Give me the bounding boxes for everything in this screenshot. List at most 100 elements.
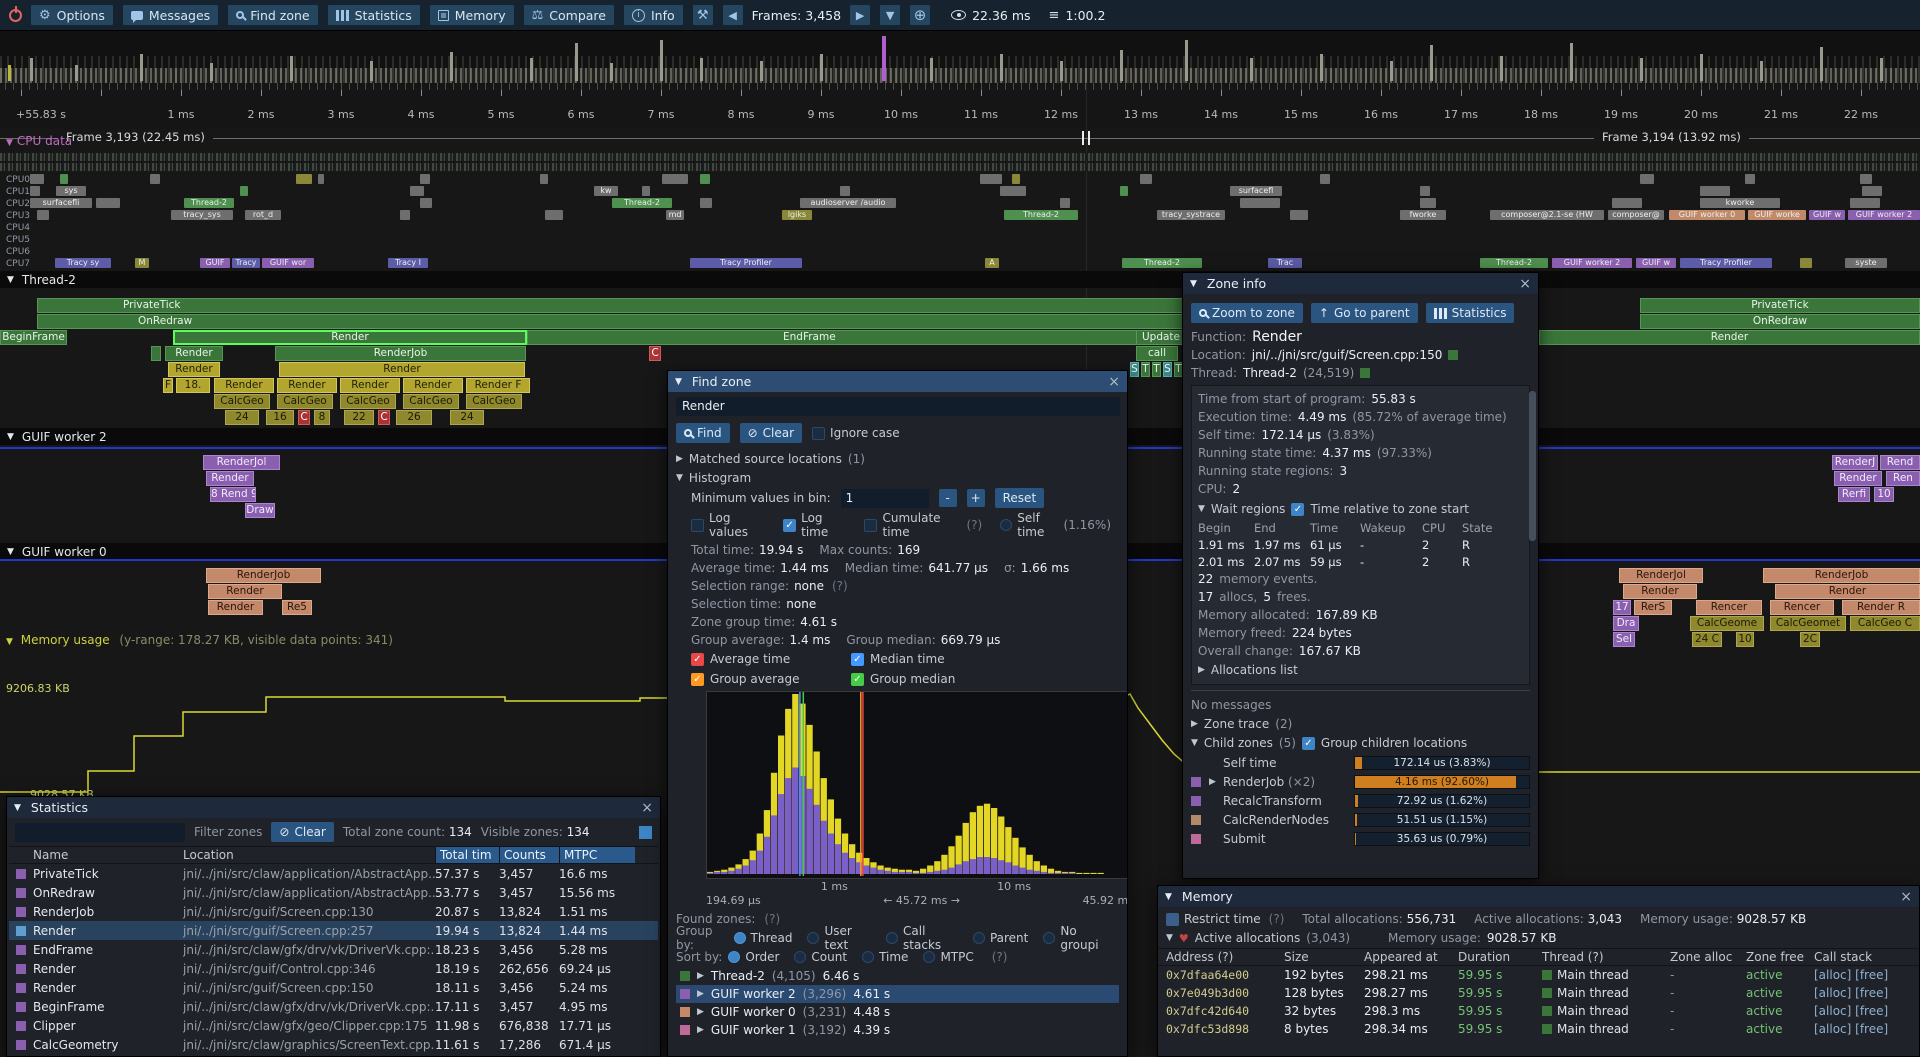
cpu-zone[interactable] bbox=[37, 210, 49, 220]
timeline-zone[interactable]: Render bbox=[206, 471, 254, 486]
cpu-zone[interactable]: Trac bbox=[1268, 258, 1302, 268]
cpu-zone[interactable] bbox=[1060, 198, 1070, 208]
timeline-zone[interactable]: RenderJ bbox=[1832, 455, 1878, 470]
collapse-icon[interactable]: ▼ bbox=[6, 138, 13, 148]
timeline-zone[interactable]: 24 bbox=[450, 410, 484, 425]
cpu-zone[interactable]: audioserver /audio bbox=[800, 198, 896, 208]
active-allocations-header[interactable]: ▼ ♥ Active allocations (3,043) Memory us… bbox=[1166, 931, 1557, 945]
wait-region-row[interactable]: 2.01 ms 2.07 ms 59 μs -2 R bbox=[1198, 554, 1470, 569]
stats-row[interactable]: PrivateTick jni/../jni/src/claw/applicati… bbox=[9, 864, 658, 883]
timeline-zone[interactable]: 8 Rend 9 bbox=[210, 487, 256, 502]
reset-button[interactable]: Reset bbox=[994, 488, 1045, 508]
timeline-zone[interactable]: S bbox=[1130, 362, 1139, 377]
allocation-call-stack[interactable]: [alloc] [free] bbox=[1814, 968, 1889, 982]
tools-button[interactable]: ⚒ bbox=[691, 4, 714, 26]
cpu-zone[interactable]: sys bbox=[56, 186, 86, 196]
child-zone-row[interactable]: ▶ RenderJob (×2) 4.16 ms (92.60%) bbox=[1191, 772, 1530, 791]
expand-icon[interactable]: ▶ bbox=[1198, 665, 1205, 675]
help-marker[interactable]: (?) bbox=[1268, 912, 1285, 926]
timeline-zone[interactable]: Ren bbox=[1886, 471, 1920, 486]
timeline-zone[interactable]: Render bbox=[1539, 330, 1920, 345]
timeline-zone[interactable]: PrivateTick bbox=[1640, 298, 1920, 313]
cpu-zone[interactable] bbox=[1000, 186, 1026, 196]
cpu-zone[interactable] bbox=[1860, 174, 1872, 184]
cpu-zone[interactable]: Thread-2 bbox=[184, 198, 234, 208]
timeline-zone[interactable]: Render bbox=[173, 330, 527, 345]
collapse-icon[interactable]: ▼ bbox=[1166, 933, 1173, 943]
cpu-zone[interactable] bbox=[700, 198, 712, 208]
location-value[interactable]: jni/../jni/src/guif/Screen.cpp:150 bbox=[1251, 348, 1443, 362]
allocation-call-stack[interactable]: [alloc] [free] bbox=[1814, 1004, 1889, 1018]
find-button[interactable]: Find bbox=[676, 423, 730, 443]
cpu-zone[interactable]: tracy_systrace bbox=[1157, 210, 1225, 220]
column-location[interactable]: Location bbox=[183, 848, 234, 862]
collapse-icon[interactable]: ▼ bbox=[7, 274, 14, 285]
timeline-zone[interactable]: 2C bbox=[1800, 632, 1820, 647]
allocation-row[interactable]: 0x7e049b3d00 128 bytes 298.27 ms 59.95 s Mai… bbox=[1158, 984, 1919, 1002]
found-zone-group[interactable]: ▶ GUIF worker 2 (3,296) 4.61 s bbox=[676, 985, 1119, 1003]
checkbox-icon[interactable] bbox=[783, 518, 797, 532]
timeline-zone[interactable]: CalcGeo bbox=[340, 394, 396, 409]
histogram-plot[interactable] bbox=[706, 691, 1127, 879]
timeline-zone[interactable]: 24 bbox=[225, 410, 259, 425]
power-icon[interactable] bbox=[9, 8, 22, 22]
radio-icon[interactable] bbox=[807, 932, 820, 944]
legend-checkbox[interactable] bbox=[851, 652, 864, 666]
timeline-zone[interactable]: Render bbox=[340, 378, 400, 393]
frame-bar[interactable] bbox=[290, 56, 293, 81]
legend-median-time[interactable]: Median time bbox=[851, 652, 1011, 666]
group-by-user-text[interactable]: User text bbox=[807, 924, 871, 952]
cpu-zone[interactable] bbox=[1420, 198, 1436, 208]
cpu-zone[interactable]: md bbox=[666, 210, 684, 220]
collapse-icon[interactable]: ▼ bbox=[14, 802, 21, 813]
option-cumulate-time[interactable]: Cumulate time (?) bbox=[864, 511, 982, 539]
frame-dropdown-button[interactable]: ▼ bbox=[879, 4, 902, 26]
cpu-zone[interactable] bbox=[980, 174, 1002, 184]
next-frame-button[interactable]: ▶ bbox=[849, 4, 872, 26]
timeline-zone[interactable]: Render bbox=[403, 378, 463, 393]
frame-bar[interactable] bbox=[210, 63, 213, 81]
timeline-zone[interactable]: CalcGeo bbox=[214, 394, 270, 409]
cpu-zone[interactable] bbox=[840, 186, 850, 196]
timeline-zone[interactable]: CalcGeomet bbox=[1770, 616, 1846, 631]
timeline-zone[interactable]: RenderJol bbox=[203, 455, 280, 470]
group-by-no-groupi[interactable]: No groupi bbox=[1043, 924, 1110, 952]
cpu-zone[interactable] bbox=[400, 210, 410, 220]
timeline-zone[interactable]: RenderJob bbox=[206, 568, 321, 583]
zoom-to-zone-button[interactable]: Zoom to zone bbox=[1191, 303, 1303, 323]
cpu-zone[interactable] bbox=[1012, 174, 1020, 184]
timeline-zone[interactable]: RenderJol bbox=[1619, 568, 1703, 583]
timeline-zone[interactable]: 18. bbox=[176, 378, 210, 393]
clear-button[interactable]: ⊘ Clear bbox=[739, 423, 803, 443]
frame-bar[interactable] bbox=[1120, 50, 1123, 81]
timeline-zone[interactable]: Rend bbox=[1880, 455, 1920, 470]
collapse-icon[interactable]: ▼ bbox=[1198, 504, 1205, 514]
child-zones-header[interactable]: ▼ Child zones (5) Group children locatio… bbox=[1191, 734, 1530, 752]
option-log-time[interactable]: Log time bbox=[783, 511, 846, 539]
frame-markers-row[interactable]: Frame 3,193 (22.45 ms) Frame 3,194 (13.9… bbox=[0, 129, 1920, 147]
clear-filter-button[interactable]: ⊘ Clear bbox=[271, 822, 334, 842]
cpu-zone[interactable]: Tracy Profiler bbox=[690, 258, 802, 268]
stats-row[interactable]: RenderJob jni/../jni/src/guif/Screen.cpp:… bbox=[9, 902, 658, 921]
options-button[interactable]: ⚙ Options bbox=[30, 4, 114, 26]
allocation-row[interactable]: 0x7dfaa64e00 192 bytes 298.21 ms 59.95 s Mai… bbox=[1158, 966, 1919, 984]
timeline-zone[interactable]: Re5 bbox=[282, 600, 312, 615]
help-marker[interactable]: (?) bbox=[832, 579, 848, 593]
zone-statistics-button[interactable]: Statistics bbox=[1425, 303, 1515, 323]
timeline-zone[interactable]: Render F bbox=[466, 378, 530, 393]
frame-bar[interactable] bbox=[140, 54, 143, 81]
option-log-values[interactable]: Log values bbox=[691, 511, 765, 539]
timeline-zone[interactable] bbox=[151, 346, 161, 361]
found-zone-group[interactable]: ▶ Thread-2 (4,105) 6.46 s bbox=[676, 967, 1119, 985]
timeline-zone[interactable]: Draw bbox=[245, 503, 275, 518]
frame-bar[interactable] bbox=[1640, 58, 1643, 81]
legend-group-average[interactable]: Group average bbox=[691, 672, 851, 686]
legend-average-time[interactable]: Average time bbox=[691, 652, 851, 666]
collapse-icon[interactable]: ▼ bbox=[7, 546, 14, 557]
column-size[interactable]: Size bbox=[1284, 950, 1309, 964]
child-zone-row[interactable]: Submit 35.63 us (0.79%) bbox=[1191, 829, 1530, 848]
column-zone-free[interactable]: Zone free bbox=[1746, 950, 1805, 964]
legend-group-median[interactable]: Group median bbox=[851, 672, 1011, 686]
column-counts[interactable]: Counts bbox=[499, 847, 559, 863]
cpu-zone[interactable] bbox=[296, 174, 312, 184]
